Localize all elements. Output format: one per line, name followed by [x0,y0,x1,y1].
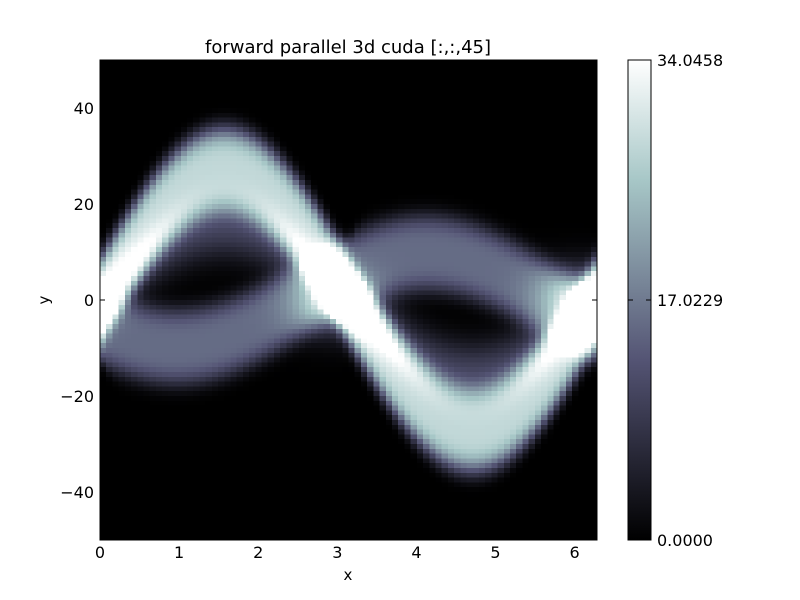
x-tick-label: 5 [490,543,500,562]
x-tick-label: 1 [174,543,184,562]
y-axis: 40 20 0 −20 −40 [60,99,597,502]
x-tick-label: 4 [411,543,421,562]
colorbar: 34.0458 17.0229 0.0000 [627,51,723,550]
x-axis: 0 1 2 3 4 5 6 [95,60,580,562]
y-tick-label: −20 [60,387,94,406]
colorbar-tick-label: 0.0000 [657,531,713,550]
heatmap-image [100,60,597,540]
colorbar-tick-label: 17.0229 [657,291,723,310]
x-tick-label: 3 [332,543,342,562]
y-tick-label: −40 [60,483,94,502]
colorbar-ticks: 34.0458 17.0229 0.0000 [628,51,723,550]
y-tick-label: 0 [84,291,94,310]
y-tick-label: 20 [74,195,94,214]
y-axis-label: y [35,295,53,304]
chart-title: forward parallel 3d cuda [:,:,45] [205,37,491,58]
x-tick-label: 0 [95,543,105,562]
colorbar-tick-label: 34.0458 [657,51,723,70]
x-axis-label: x [344,566,353,584]
y-tick-label: 40 [74,99,94,118]
x-tick-label: 6 [570,543,580,562]
x-tick-label: 2 [253,543,263,562]
heatmap-plot [99,59,598,541]
